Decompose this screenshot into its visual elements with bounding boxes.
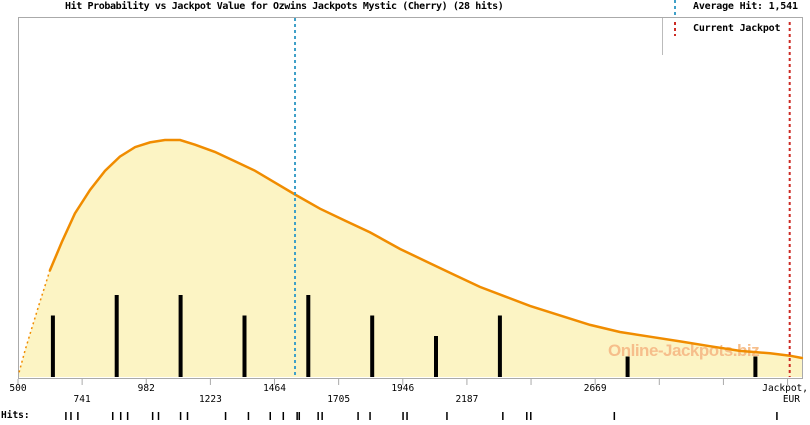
hit-bar bbox=[434, 336, 438, 377]
legend-current-jackpot: Current Jackpot bbox=[693, 23, 781, 34]
hit-bar bbox=[625, 356, 630, 377]
x-tick-label: 1464 bbox=[263, 383, 286, 394]
x-tick-label: 1946 bbox=[391, 383, 414, 394]
x-tick-label: 1223 bbox=[199, 394, 222, 405]
current-jackpot-line-icon bbox=[674, 22, 676, 36]
density-curve-left bbox=[18, 270, 51, 373]
hit-bar bbox=[114, 295, 119, 377]
legend-average-hit: Average Hit: 1,541 bbox=[693, 1, 798, 12]
average-hit-line-icon bbox=[674, 0, 676, 15]
x-tick-label: 2187 bbox=[455, 394, 478, 405]
plot-area-border bbox=[18, 17, 803, 379]
x-tick-label: 500 bbox=[9, 383, 26, 394]
watermark: Online-Jackpots.biz bbox=[608, 341, 759, 360]
x-tick-label: 741 bbox=[74, 394, 91, 405]
hit-bar bbox=[497, 315, 502, 377]
x-tick-label: 982 bbox=[138, 383, 155, 394]
hits-rug-label: Hits: bbox=[1, 410, 30, 421]
hit-bar bbox=[753, 356, 758, 377]
x-axis-title-line1: Jackpot, bbox=[762, 383, 808, 394]
x-tick-label: 1705 bbox=[327, 394, 350, 405]
probability-area-fill bbox=[19, 140, 803, 377]
chart-title: Hit Probability vs Jackpot Value for Ozw… bbox=[65, 1, 504, 12]
hit-bar bbox=[178, 295, 183, 377]
hit-bar bbox=[242, 315, 247, 377]
hit-bar bbox=[370, 315, 375, 377]
hit-bar bbox=[50, 315, 55, 377]
hit-bar bbox=[306, 295, 311, 377]
x-axis-title-line2: EUR bbox=[783, 394, 800, 405]
density-curve bbox=[48, 138, 804, 360]
x-tick-label: 2669 bbox=[584, 383, 607, 394]
legend-box-border bbox=[662, 18, 663, 55]
